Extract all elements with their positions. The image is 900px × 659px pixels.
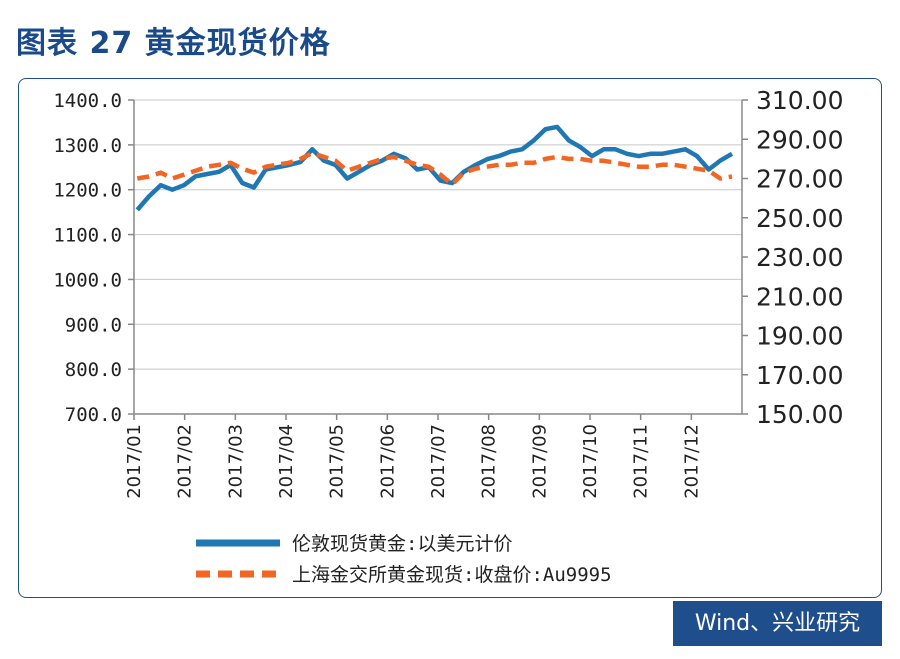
- left-tick-label: 1200.0: [53, 180, 122, 202]
- x-axis-ticks: 2017/01 2017/02 2017/03 2017/04 2017/05 2017/…: [124, 414, 702, 499]
- x-tick-label: 2017/05: [327, 424, 348, 499]
- x-tick-label: 2017/03: [225, 424, 246, 499]
- x-tick-label: 2017/04: [276, 424, 297, 499]
- x-tick-label: 2017/06: [377, 424, 398, 499]
- x-tick-label: 2017/01: [124, 424, 145, 499]
- right-tick-label: 230.00: [756, 243, 843, 272]
- x-tick-label: 2017/09: [529, 424, 550, 499]
- series-line-2: [136, 150, 733, 187]
- grid-lines: [134, 99, 742, 370]
- left-tick-label: 1300.0: [53, 135, 122, 157]
- right-tick-label: 170.00: [756, 361, 843, 390]
- right-tick-label: 210.00: [756, 282, 843, 311]
- source-label: Wind、兴业研究: [673, 601, 882, 646]
- right-tick-label: 190.00: [756, 322, 843, 351]
- x-tick-label: 2017/07: [428, 424, 449, 499]
- series-lines: [135, 124, 734, 212]
- right-y-ticks: 310.00 290.00 270.00 250.00 230.00 210.00 190.…: [742, 86, 843, 429]
- x-tick-label: 2017/10: [580, 424, 601, 499]
- left-y-ticks: 1400.0 1300.0 1200.0 1100.0 1000.0 900.0 800.0…: [53, 90, 134, 426]
- legend-label-2: 上海金交所黄金现货:收盘价:Au9995: [292, 564, 612, 586]
- x-tick-label: 2017/08: [479, 424, 500, 499]
- x-tick-label: 2017/02: [175, 424, 196, 499]
- left-tick-label: 1400.0: [53, 90, 122, 112]
- left-tick-label: 1000.0: [53, 269, 122, 291]
- legend-label-1: 伦敦现货黄金:以美元计价: [292, 533, 512, 555]
- right-tick-label: 310.00: [756, 86, 843, 115]
- right-tick-label: 270.00: [756, 165, 843, 194]
- right-tick-label: 250.00: [756, 204, 843, 233]
- right-tick-label: 150.00: [756, 400, 843, 429]
- left-tick-label: 800.0: [65, 359, 122, 381]
- x-tick-label: 2017/12: [681, 424, 702, 499]
- x-tick-label: 2017/11: [631, 424, 652, 499]
- figure-title: 图表 27 黄金现货价格: [16, 26, 331, 61]
- series-line-1: [135, 124, 734, 212]
- left-tick-label: 700.0: [65, 404, 122, 426]
- right-tick-label: 290.00: [756, 125, 843, 154]
- axes: [133, 100, 743, 415]
- left-tick-label: 1100.0: [53, 225, 122, 247]
- chart-frame: [18, 78, 882, 598]
- left-tick-label: 900.0: [65, 314, 122, 336]
